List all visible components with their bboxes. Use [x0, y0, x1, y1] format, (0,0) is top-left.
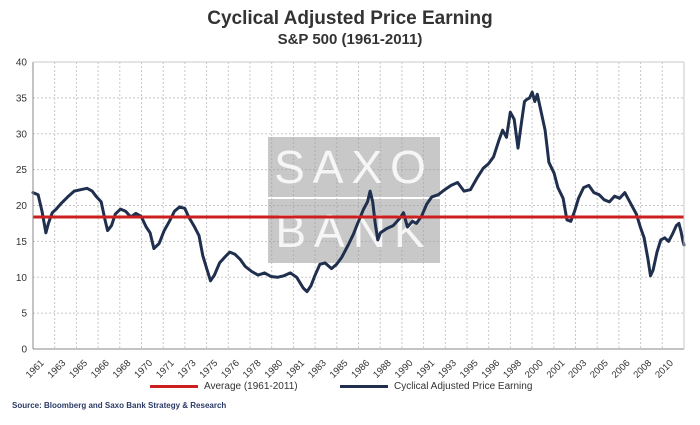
x-tick-label: 2003	[566, 358, 589, 381]
y-tick-label: 15	[16, 237, 28, 248]
x-tick-label: 1968	[111, 358, 134, 381]
x-tick-label: 1970	[132, 358, 155, 381]
series-layer	[31, 90, 686, 294]
x-tick-label: 2000	[523, 358, 546, 381]
chart-title: Cyclical Adjusted Price Earning	[207, 8, 493, 29]
y-tick-label: 20	[16, 201, 28, 212]
x-tick-label: 1995	[458, 358, 481, 381]
x-tick-label: 1975	[197, 358, 220, 381]
chart-subtitle: S&P 500 (1961-2011)	[277, 31, 423, 48]
cape-series-line	[31, 90, 686, 294]
x-tick-label: 1986	[349, 358, 372, 381]
x-tick-label: 1993	[436, 358, 459, 381]
x-tick-label: 1990	[393, 358, 416, 381]
legend-item-average: Average (1961-2011)	[150, 381, 298, 392]
x-tick-label: 2005	[588, 358, 611, 381]
x-tick-label: 1971	[154, 358, 177, 381]
x-tick-label: 1985	[328, 358, 351, 381]
x-tick-label: 2006	[610, 358, 633, 381]
x-tick-label: 2008	[631, 358, 654, 381]
x-tick-label: 1980	[263, 358, 286, 381]
watermark-box	[268, 137, 440, 197]
y-tick-label: 30	[16, 129, 28, 140]
y-tick-label: 25	[16, 165, 28, 176]
y-tick-label: 35	[16, 93, 28, 104]
x-tick-label: 1981	[284, 358, 307, 381]
y-tick-label: 0	[21, 345, 27, 356]
x-tick-label: 1966	[89, 358, 112, 381]
legend-swatch-cape	[340, 385, 388, 388]
legend-item-cape: Cyclical Adjusted Price Earning	[340, 381, 532, 392]
x-tick-label: 1996	[480, 358, 503, 381]
saxo-bank-watermark: SAXO BANK	[268, 137, 440, 263]
y-tick-label: 40	[16, 58, 28, 69]
x-tick-label: 1976	[219, 358, 242, 381]
legend-label-average: Average (1961-2011)	[204, 381, 298, 392]
source-note: Source: Bloomberg and Saxo Bank Strategy…	[12, 401, 227, 410]
x-tick-label: 1988	[371, 358, 394, 381]
legend: Average (1961-2011) Cyclical Adjusted Pr…	[0, 381, 700, 397]
x-tick-label: 1973	[176, 358, 199, 381]
watermark-text: BANK	[275, 205, 432, 257]
legend-label-cape: Cyclical Adjusted Price Earning	[394, 381, 533, 392]
legend-swatch-average	[150, 385, 198, 388]
x-tick-label: 2010	[653, 358, 676, 381]
y-tick-label: 10	[16, 273, 28, 284]
x-tick-label: 1978	[241, 358, 264, 381]
x-tick-label: 1991	[414, 358, 437, 381]
y-tick-label: 5	[21, 309, 27, 320]
x-tick-label: 1963	[46, 358, 69, 381]
x-tick-label: 2001	[545, 358, 568, 381]
x-tick-label: 1983	[306, 358, 329, 381]
x-tick-label: 1965	[67, 358, 90, 381]
x-tick-label: 1998	[501, 358, 524, 381]
x-tick-label: 1961	[24, 358, 47, 381]
watermark-text: SAXO	[274, 141, 434, 193]
